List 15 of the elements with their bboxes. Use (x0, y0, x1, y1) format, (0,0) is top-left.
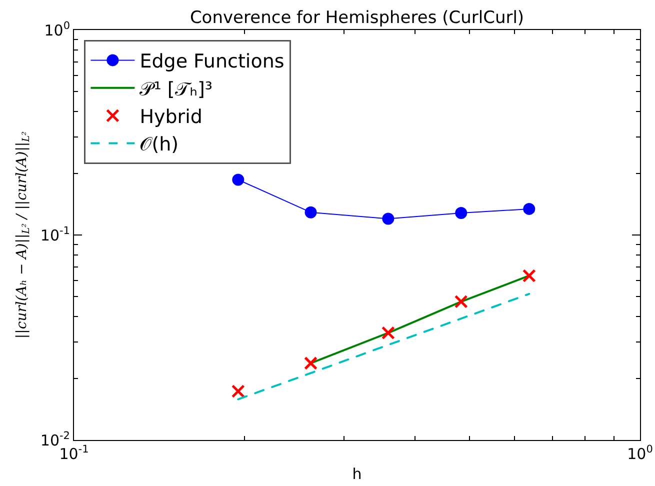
y-tick-label: 10$^{0}$ (44, 20, 70, 40)
x-axis-title: h (352, 465, 362, 483)
legend-label: 𝒫¹ [𝒯ₕ]³ (140, 78, 212, 100)
point (522, 268, 536, 282)
y-tick-label: 10$^{-2}$ (40, 430, 70, 450)
chart-title: Converence for Hemispheres (CurlCurl) (190, 8, 524, 28)
point (231, 384, 245, 398)
point (304, 356, 318, 370)
point (232, 174, 244, 186)
y-tick-label: 10$^{-1}$ (40, 224, 70, 244)
point (304, 206, 317, 218)
legend-label: Hybrid (140, 106, 202, 128)
legend-label: Edge Functions (140, 50, 284, 73)
point (523, 202, 536, 215)
legend-label: 𝒪(h) (140, 134, 179, 156)
